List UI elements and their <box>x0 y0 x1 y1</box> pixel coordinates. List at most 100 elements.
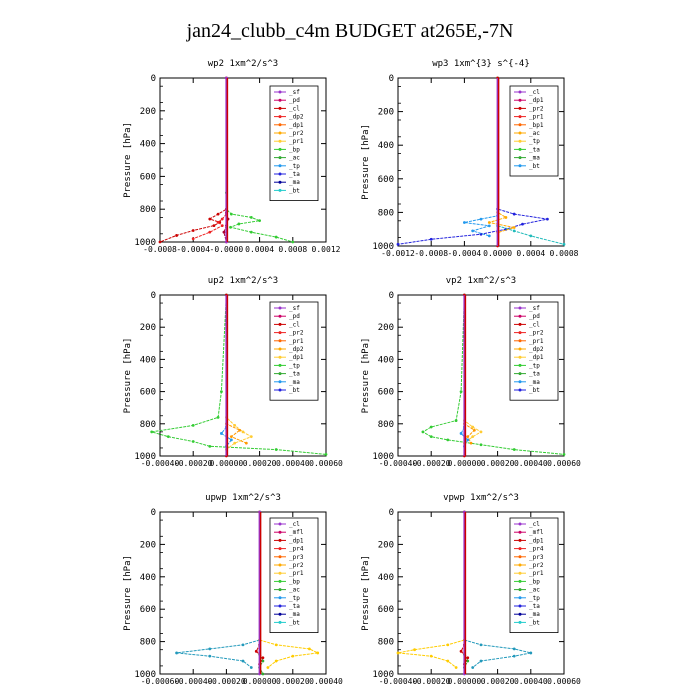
x-tick-label: 0.00060 <box>547 677 581 686</box>
legend-entry: _ma <box>289 379 300 386</box>
legend-marker <box>278 98 282 102</box>
series-line-pr1 <box>225 295 253 450</box>
legend-box <box>269 517 319 633</box>
y-tick-label: 400 <box>378 573 394 583</box>
data-point <box>216 212 220 216</box>
legend-entry: _bp <box>289 146 300 153</box>
data-point <box>191 229 195 232</box>
legend-marker <box>518 347 522 351</box>
data-point <box>241 430 245 434</box>
x-tick-label: -0.00040 <box>141 459 180 468</box>
legend-entry: _mfl <box>529 529 544 536</box>
plot-frame <box>159 294 327 457</box>
x-tick-label: 0.00040 <box>514 677 548 686</box>
legend-marker <box>518 90 522 94</box>
legend-marker <box>518 563 522 567</box>
data-point <box>454 419 458 422</box>
legend-marker <box>518 604 522 608</box>
legend-marker <box>278 339 282 343</box>
legend-entry: _ma <box>529 379 540 386</box>
legend-entry: _ma <box>529 155 540 162</box>
y-tick-label: 0 <box>151 74 156 84</box>
legend-entry: _pr2 <box>529 105 544 112</box>
legend-entry: _bt <box>529 163 540 170</box>
data-point <box>261 659 265 663</box>
y-tick-label: 600 <box>378 605 394 615</box>
data-point <box>249 666 253 669</box>
legend-entry: _pr2 <box>529 330 544 337</box>
data-point <box>191 424 195 427</box>
data-point <box>158 240 162 244</box>
data-point <box>208 444 212 448</box>
legend-marker <box>518 322 522 326</box>
legend-entry: _pr1 <box>289 570 304 577</box>
series-line-ta <box>397 78 548 245</box>
legend-entry: _ma <box>529 611 540 618</box>
data-point <box>562 452 566 456</box>
legend-box <box>509 85 559 177</box>
legend-marker <box>518 164 522 168</box>
legend-marker <box>278 314 282 318</box>
y-tick-label: 600 <box>378 388 394 398</box>
legend-marker <box>518 579 522 583</box>
legend-entry: _bp <box>529 578 540 585</box>
data-point <box>512 654 516 658</box>
legend-marker <box>278 380 282 384</box>
legend-entry: _pr1 <box>529 338 544 345</box>
legend-marker <box>518 106 522 110</box>
legend-marker <box>278 188 282 192</box>
x-tick-label: 0.00020 <box>481 677 515 686</box>
plot-frame <box>397 294 565 457</box>
data-point <box>175 234 179 237</box>
legend-marker <box>278 538 282 542</box>
data-point <box>512 448 516 451</box>
data-point <box>446 643 450 647</box>
data-point <box>191 237 195 241</box>
data-point <box>249 230 253 234</box>
series-line-dp2 <box>193 78 227 240</box>
legend-entry: _tp <box>289 362 300 369</box>
legend-entry: _bt <box>529 387 540 394</box>
data-point <box>241 659 245 663</box>
data-point <box>261 672 265 676</box>
y-axis-label: Pressure [hPa] <box>123 338 133 414</box>
legend-entry: _ac <box>289 587 300 594</box>
data-point <box>175 651 179 655</box>
data-point <box>487 221 491 224</box>
data-point <box>512 212 516 216</box>
data-point <box>479 643 483 647</box>
legend-marker <box>278 123 282 127</box>
y-axis-label: Pressure [hPa] <box>123 122 133 198</box>
plot-frame <box>397 511 565 675</box>
x-tick-label: -0.0012 <box>381 249 415 258</box>
y-tick-label: 1000 <box>372 452 394 462</box>
series-line-dp2 <box>151 294 327 455</box>
data-point <box>504 216 508 219</box>
panel-wp3: wp3 1xm^{3} s^{-4} Pressure [hPa] 0 200 400 6… <box>361 59 579 258</box>
y-axis-label: Pressure [hPa] <box>361 124 371 200</box>
legend-entry: _pr1 <box>529 114 544 121</box>
legend-marker <box>278 372 282 376</box>
data-point <box>429 435 433 439</box>
legend-marker <box>518 156 522 160</box>
y-axis-label: Pressure [hPa] <box>361 338 371 414</box>
x-tick-label: 0.0000 <box>483 249 512 258</box>
legend-entry: _pr4 <box>529 546 544 553</box>
legend-entry: _cl <box>289 321 300 328</box>
x-tick-label: 0.00000 <box>448 677 482 686</box>
legend-entry: _ta <box>529 146 540 153</box>
data-point <box>244 441 248 445</box>
x-tick-label: 0.00000 <box>210 459 244 468</box>
data-point <box>274 643 278 647</box>
data-point <box>191 440 195 443</box>
legend-marker <box>518 306 522 310</box>
series-line-pr1 <box>259 512 320 668</box>
data-point <box>254 649 258 653</box>
x-tick-label: -0.00020 <box>207 677 246 686</box>
x-tick-label: -0.00020 <box>412 459 451 468</box>
x-tick-label: 0.0012 <box>312 245 341 254</box>
data-point <box>249 216 253 219</box>
legend-entry: _dp1 <box>289 122 304 129</box>
data-point <box>274 659 278 663</box>
